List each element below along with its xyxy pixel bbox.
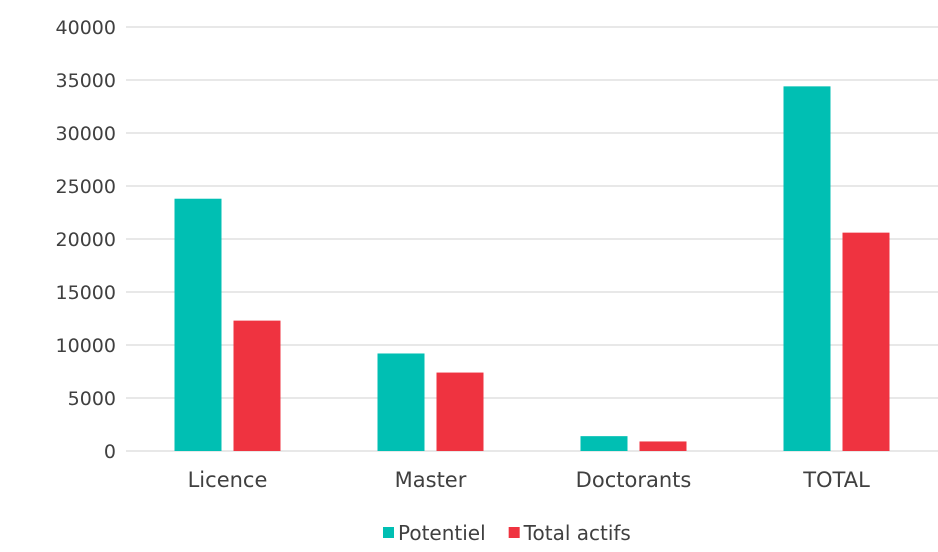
bar-potentiel-doctorants (580, 436, 628, 451)
y-tick-label: 35000 (56, 70, 116, 92)
bar-potentiel-licence (174, 198, 222, 451)
y-tick-label: 0 (104, 441, 116, 463)
y-tick-label: 15000 (56, 282, 116, 304)
x-tick-label: Master (395, 468, 467, 492)
y-tick-label: 10000 (56, 335, 116, 357)
bar-total-actifs-total (842, 232, 890, 451)
legend-label: Potentiel (398, 521, 486, 545)
y-tick-label: 5000 (68, 388, 116, 410)
bar-total-actifs-doctorants (639, 441, 687, 451)
legend: Potentiel Total actifs (383, 521, 631, 545)
y-tick-label: 40000 (56, 17, 116, 39)
y-tick-label: 30000 (56, 123, 116, 145)
bar-potentiel-master (377, 353, 425, 451)
bar-total-actifs-licence (233, 320, 281, 451)
x-axis-ticks: Licence Master Doctorants TOTAL (188, 468, 870, 492)
legend-swatch (383, 527, 394, 538)
bars (174, 86, 890, 452)
x-tick-label: Doctorants (576, 468, 692, 492)
x-tick-label: TOTAL (802, 468, 870, 492)
legend-label: Total actifs (523, 521, 631, 545)
y-axis-ticks: 0 5000 10000 15000 20000 25000 30000 35000 40000 (56, 17, 116, 463)
y-tick-label: 20000 (56, 229, 116, 251)
legend-swatch (508, 527, 520, 538)
x-tick-label: Licence (188, 468, 268, 492)
bar-total-actifs-master (436, 372, 484, 451)
y-tick-label: 25000 (56, 176, 116, 198)
bar-potentiel-total (783, 86, 831, 452)
